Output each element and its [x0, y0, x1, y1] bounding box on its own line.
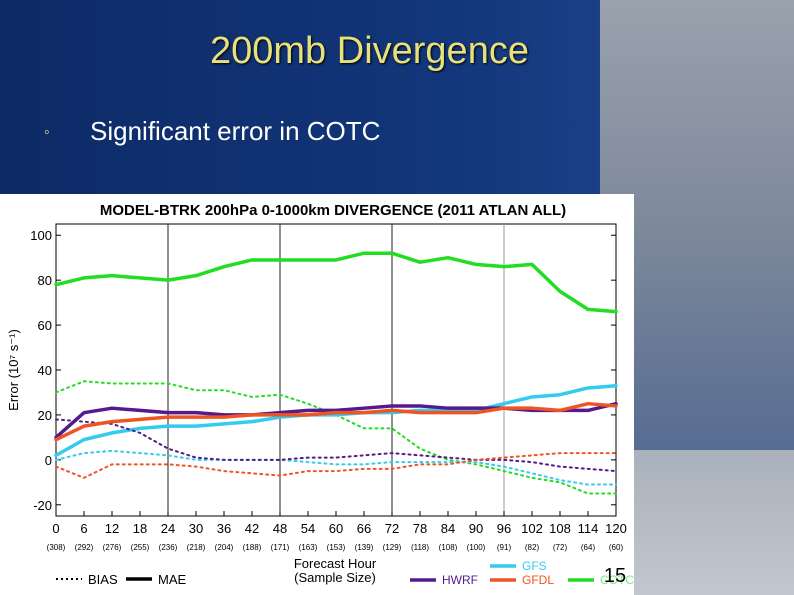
y-tick-label: 0: [45, 453, 52, 468]
series-line-gfdl-bias: [55, 452, 617, 479]
series-line-gfdl-mae: [54, 401, 618, 442]
y-tick-label: -20: [33, 498, 52, 513]
legend-label-gfs: GFS: [522, 559, 547, 573]
sample-size-label: (118): [411, 543, 429, 552]
legend-label-gfdl: GFDL: [522, 573, 554, 587]
x-tick-label: 6: [80, 521, 87, 536]
series-line-gfs-bias: [55, 449, 617, 486]
sample-size-label: (153): [327, 543, 346, 552]
sample-size-label: (163): [299, 543, 318, 552]
plot-frame: [55, 223, 617, 517]
legend-label-hwrf: HWRF: [442, 573, 478, 587]
x-tick-label: 54: [301, 521, 315, 536]
chart-title: MODEL-BTRK 200hPa 0-1000km DIVERGENCE (2…: [100, 202, 566, 219]
sample-size-label: (60): [609, 543, 624, 552]
y-axis-label: Error (10⁷ s⁻¹): [6, 329, 21, 411]
legend-label-mae: MAE: [158, 572, 187, 587]
sample-size-label: (292): [75, 543, 94, 552]
page-number: 15: [596, 562, 634, 590]
x-tick-label: 12: [105, 521, 119, 536]
series-line-gfs-mae: [54, 383, 618, 458]
x-tick-label: 30: [189, 521, 203, 536]
x-tick-label: 96: [497, 521, 511, 536]
sample-size-label: (129): [383, 543, 402, 552]
sample-size-label: (100): [467, 543, 486, 552]
series-line-hwrf-bias: [55, 418, 617, 473]
sample-size-label: (72): [553, 543, 568, 552]
sample-size-label: (276): [103, 543, 122, 552]
sample-size-label: (108): [439, 543, 458, 552]
sample-size-label: (255): [131, 543, 150, 552]
sample-size-label: (91): [497, 543, 512, 552]
x-tick-label: 108: [549, 521, 571, 536]
x-tick-label: 114: [578, 521, 599, 536]
bullet-icon: ◦: [44, 124, 50, 141]
x-axis-sublabel: (Sample Size): [294, 570, 376, 585]
x-tick-label: 60: [329, 521, 343, 536]
y-tick-label: 100: [30, 228, 52, 243]
sample-size-label: (204): [215, 543, 234, 552]
series-line-cotc-mae: [54, 251, 618, 314]
x-tick-label: 102: [521, 521, 543, 536]
sample-size-label: (236): [159, 543, 178, 552]
sample-size-label: (218): [187, 543, 206, 552]
x-tick-label: 0: [52, 521, 59, 536]
x-tick-label: 24: [161, 521, 175, 536]
chart-container: MODEL-BTRK 200hPa 0-1000km DIVERGENCE (2…: [0, 194, 634, 595]
x-axis-label: Forecast Hour: [294, 556, 377, 571]
x-tick-label: 78: [413, 521, 427, 536]
sample-size-label: (64): [581, 543, 596, 552]
x-tick-label: 48: [273, 521, 287, 536]
x-tick-label: 84: [441, 521, 455, 536]
divergence-chart: MODEL-BTRK 200hPa 0-1000km DIVERGENCE (2…: [6, 202, 634, 587]
y-tick-label: 20: [38, 408, 52, 423]
y-tick-label: 80: [38, 273, 52, 288]
x-tick-label: 36: [217, 521, 231, 536]
sample-size-label: (139): [355, 543, 374, 552]
y-tick-label: 40: [38, 363, 52, 378]
x-tick-label: 120: [605, 521, 627, 536]
x-tick-label: 66: [357, 521, 371, 536]
sample-size-label: (171): [271, 543, 290, 552]
x-tick-label: 72: [385, 521, 399, 536]
sample-size-label: (308): [47, 543, 66, 552]
sample-size-label: (188): [243, 543, 262, 552]
x-tick-label: 18: [133, 521, 147, 536]
x-tick-label: 90: [469, 521, 483, 536]
y-tick-label: 60: [38, 318, 52, 333]
bullet-text: Significant error in COTC: [90, 116, 381, 146]
sample-size-label: (82): [525, 543, 540, 552]
x-tick-label: 42: [245, 521, 259, 536]
legend-label-cotc: COTC: [600, 573, 634, 587]
slide-title: 200mb Divergence: [210, 30, 529, 72]
legend-label-bias: BIAS: [88, 572, 118, 587]
